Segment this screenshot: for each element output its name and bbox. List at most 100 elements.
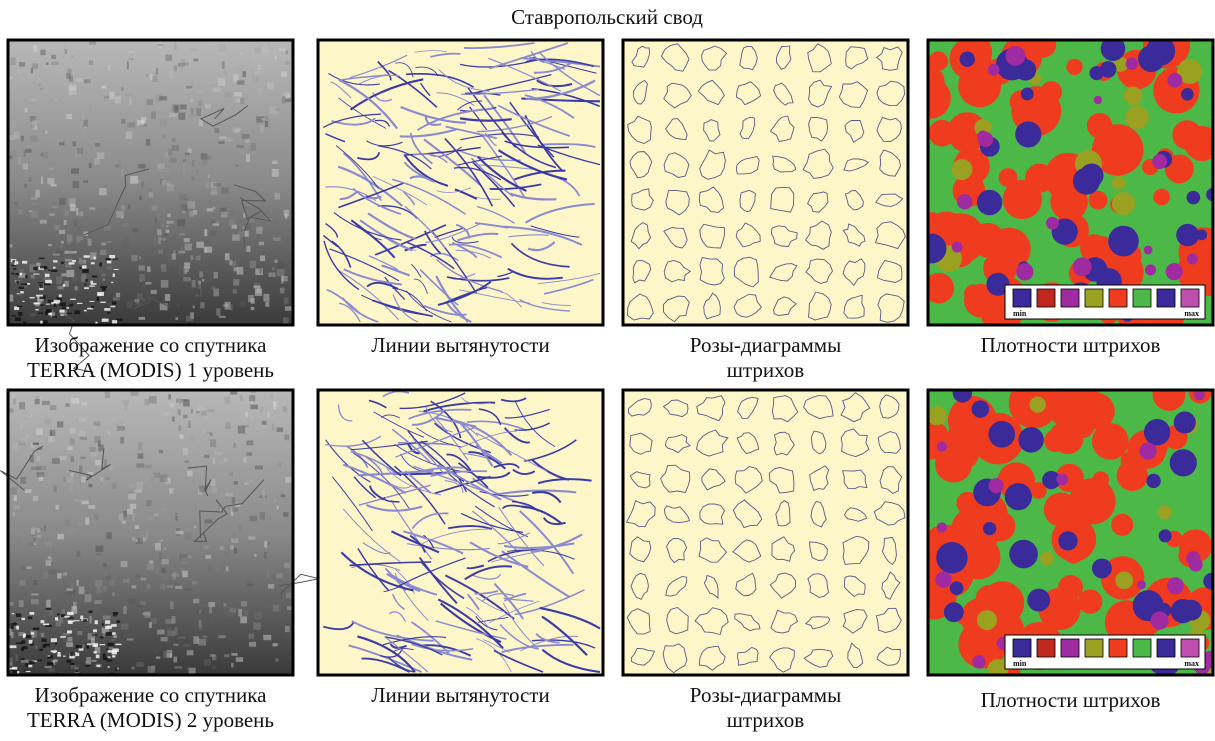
panel (318, 40, 603, 325)
snow (110, 306, 115, 308)
snow (106, 632, 112, 636)
texture (180, 434, 184, 438)
texture (31, 211, 39, 218)
texture (70, 428, 76, 433)
texture (264, 552, 266, 558)
texture (198, 639, 206, 646)
texture (57, 573, 61, 578)
snow (90, 281, 93, 283)
texture (260, 125, 264, 133)
texture (155, 543, 161, 551)
texture (277, 462, 281, 467)
texture (79, 466, 82, 474)
texture (200, 289, 202, 296)
texture (238, 609, 242, 617)
texture (53, 659, 58, 662)
texture (78, 431, 86, 437)
snow (17, 281, 20, 284)
texture (19, 62, 25, 66)
snow (22, 301, 24, 302)
density-zone (1167, 73, 1182, 88)
texture (239, 525, 242, 531)
texture (73, 181, 79, 188)
texture (109, 92, 114, 100)
density-zone (989, 478, 1004, 493)
snow (12, 613, 15, 614)
texture (80, 457, 86, 459)
texture (228, 199, 236, 201)
texture (67, 69, 72, 76)
texture (208, 546, 215, 549)
snow (46, 304, 50, 305)
texture (249, 480, 253, 483)
texture (161, 509, 166, 512)
texture (196, 91, 203, 93)
density-zone (1005, 46, 1025, 66)
texture (266, 600, 269, 603)
texture (172, 145, 179, 151)
texture (229, 43, 232, 49)
texture (24, 184, 27, 187)
snow (70, 652, 75, 656)
texture (33, 580, 37, 585)
density-zone (1112, 176, 1126, 190)
snow (95, 620, 98, 624)
texture (25, 434, 29, 438)
texture (239, 52, 242, 55)
snow (109, 255, 115, 258)
texture (153, 513, 159, 516)
snow (35, 309, 38, 311)
texture (206, 54, 213, 57)
snow (74, 310, 80, 314)
texture (111, 639, 114, 642)
texture (250, 404, 258, 409)
texture (240, 395, 242, 401)
density-zone (1146, 474, 1160, 488)
texture (32, 64, 38, 69)
texture (191, 409, 193, 413)
snow (54, 300, 61, 304)
texture (239, 301, 245, 307)
texture (151, 111, 156, 119)
texture (257, 185, 264, 191)
texture (132, 228, 138, 232)
snow (45, 274, 50, 277)
texture (169, 113, 176, 117)
texture (48, 556, 51, 559)
texture (190, 435, 195, 441)
snow (61, 261, 64, 263)
texture (77, 522, 83, 527)
snow (15, 261, 19, 264)
texture (277, 269, 285, 276)
texture (151, 290, 157, 294)
texture (76, 580, 78, 586)
panel-caption: Плотности штрихов (981, 688, 1161, 712)
snow (90, 301, 95, 302)
texture (171, 573, 179, 576)
texture (281, 276, 284, 284)
texture (196, 294, 199, 296)
texture (31, 197, 39, 199)
texture (254, 286, 261, 289)
snow (113, 274, 115, 277)
texture (26, 567, 31, 569)
texture (31, 599, 39, 604)
texture (199, 416, 202, 421)
texture (161, 568, 165, 573)
texture (105, 392, 110, 398)
density-zone (1066, 59, 1082, 75)
texture (160, 475, 168, 483)
texture (67, 242, 71, 245)
texture (175, 200, 181, 205)
snow (86, 645, 88, 648)
density-zone (1040, 552, 1054, 566)
density-zone (977, 190, 1002, 215)
legend-swatch (1133, 289, 1151, 307)
texture (281, 494, 286, 497)
texture (25, 479, 30, 481)
texture (216, 221, 220, 224)
snow (112, 302, 116, 305)
texture (230, 545, 234, 550)
texture (29, 177, 32, 182)
texture (194, 525, 196, 528)
